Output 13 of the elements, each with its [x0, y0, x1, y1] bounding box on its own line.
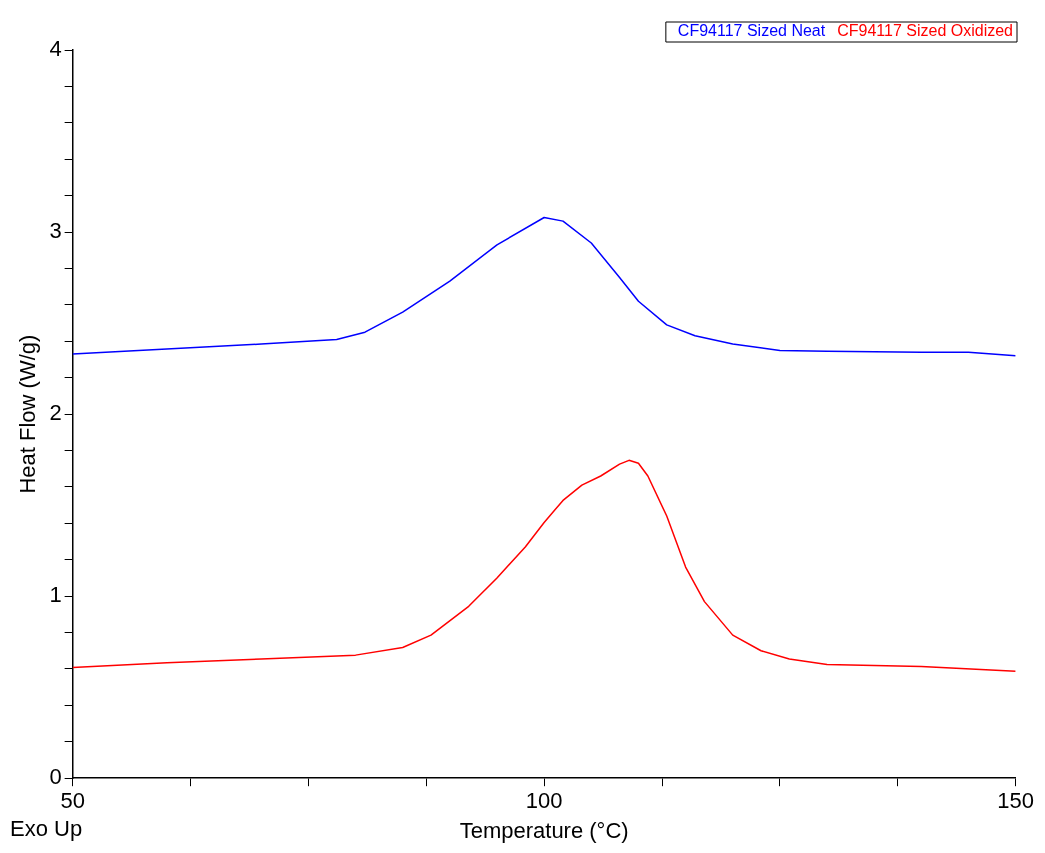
y-tick-label: 4 [49, 36, 62, 62]
y-tick-label: 3 [49, 218, 62, 244]
y-tick-label: 1 [49, 582, 62, 608]
text: Exo Up [10, 816, 83, 842]
x-tick-label: 100 [525, 788, 563, 814]
y-tick-label: 0 [49, 764, 62, 790]
y-axis-title: Heat Flow (W/g) [15, 334, 41, 494]
text: CF94117 Sized Oxidized [837, 22, 1013, 40]
x-tick-label: 150 [997, 788, 1035, 814]
x-tick-label: 50 [60, 788, 85, 814]
x-axis-title: Temperature (°C) [459, 817, 629, 843]
y-tick-label: 2 [49, 400, 62, 426]
text: CF94117 Sized Neat [677, 22, 826, 40]
